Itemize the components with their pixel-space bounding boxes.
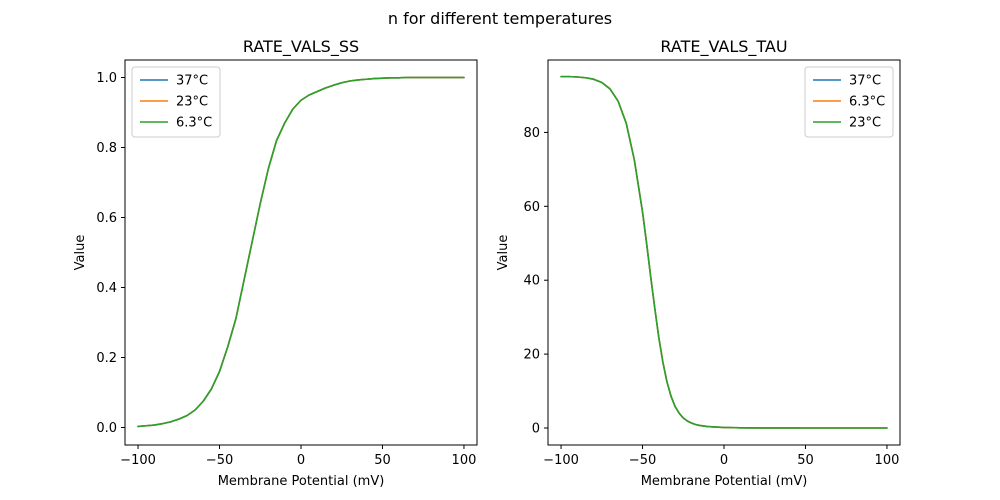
chart-panel-ss: −100 −50 0 50 100 0.0 0.2 0.4 0.6 0.8 1.0 RATE_VALS… [73,37,478,489]
x-tick-label: 100 [452,453,477,468]
x-tick-label: 0 [297,453,305,468]
y-tick-label: 1.0 [96,71,117,86]
x-tick-label: 0 [720,453,728,468]
legend-label: 23°C [849,116,881,131]
x-tick-label: 50 [797,453,814,468]
y-tick-label: 0.8 [96,141,117,156]
legend-label: 6.3°C [849,95,885,110]
x-tick-label: −50 [206,453,233,468]
x-tick-label: 50 [374,453,391,468]
series-line-2 [560,75,888,429]
y-axis-label: Value [496,235,511,271]
x-tick-label: −50 [629,453,656,468]
x-tick-label: −100 [543,453,579,468]
chart-title: RATE_VALS_TAU [660,37,787,57]
legend-box [131,66,221,138]
y-tick-label: 40 [523,274,540,289]
legend-label: 23°C [176,95,208,110]
x-tick-label: 100 [875,453,900,468]
x-axis-label: Membrane Potential (mV) [218,474,385,489]
series-line-2 [137,76,465,428]
y-tick-label: 0.6 [96,211,117,226]
chart-title: RATE_VALS_SS [243,37,359,57]
figure-suptitle: n for different temperatures [388,9,612,28]
y-tick-label: 0.2 [96,351,117,366]
legend-label: 37°C [849,74,881,89]
chart-panel-tau: −100 −50 0 50 100 0 20 40 60 80 RATE_VALS_TAU Membr… [496,37,901,489]
y-tick-label: 0.4 [96,281,117,296]
legend-box [804,66,894,138]
y-tick-label: 60 [523,200,540,215]
legend: 37°C 6.3°C 23°C [804,66,894,138]
x-tick-label: −100 [120,453,156,468]
legend-label: 6.3°C [176,116,212,131]
y-tick-label: 0.0 [96,421,117,436]
y-axis-label: Value [73,235,88,271]
y-tick-label: 80 [523,126,540,141]
y-tick-label: 20 [523,348,540,363]
legend: 37°C 23°C 6.3°C [131,66,221,138]
x-axis-label: Membrane Potential (mV) [641,474,808,489]
legend-label: 37°C [176,74,208,89]
y-tick-label: 0 [532,422,540,437]
